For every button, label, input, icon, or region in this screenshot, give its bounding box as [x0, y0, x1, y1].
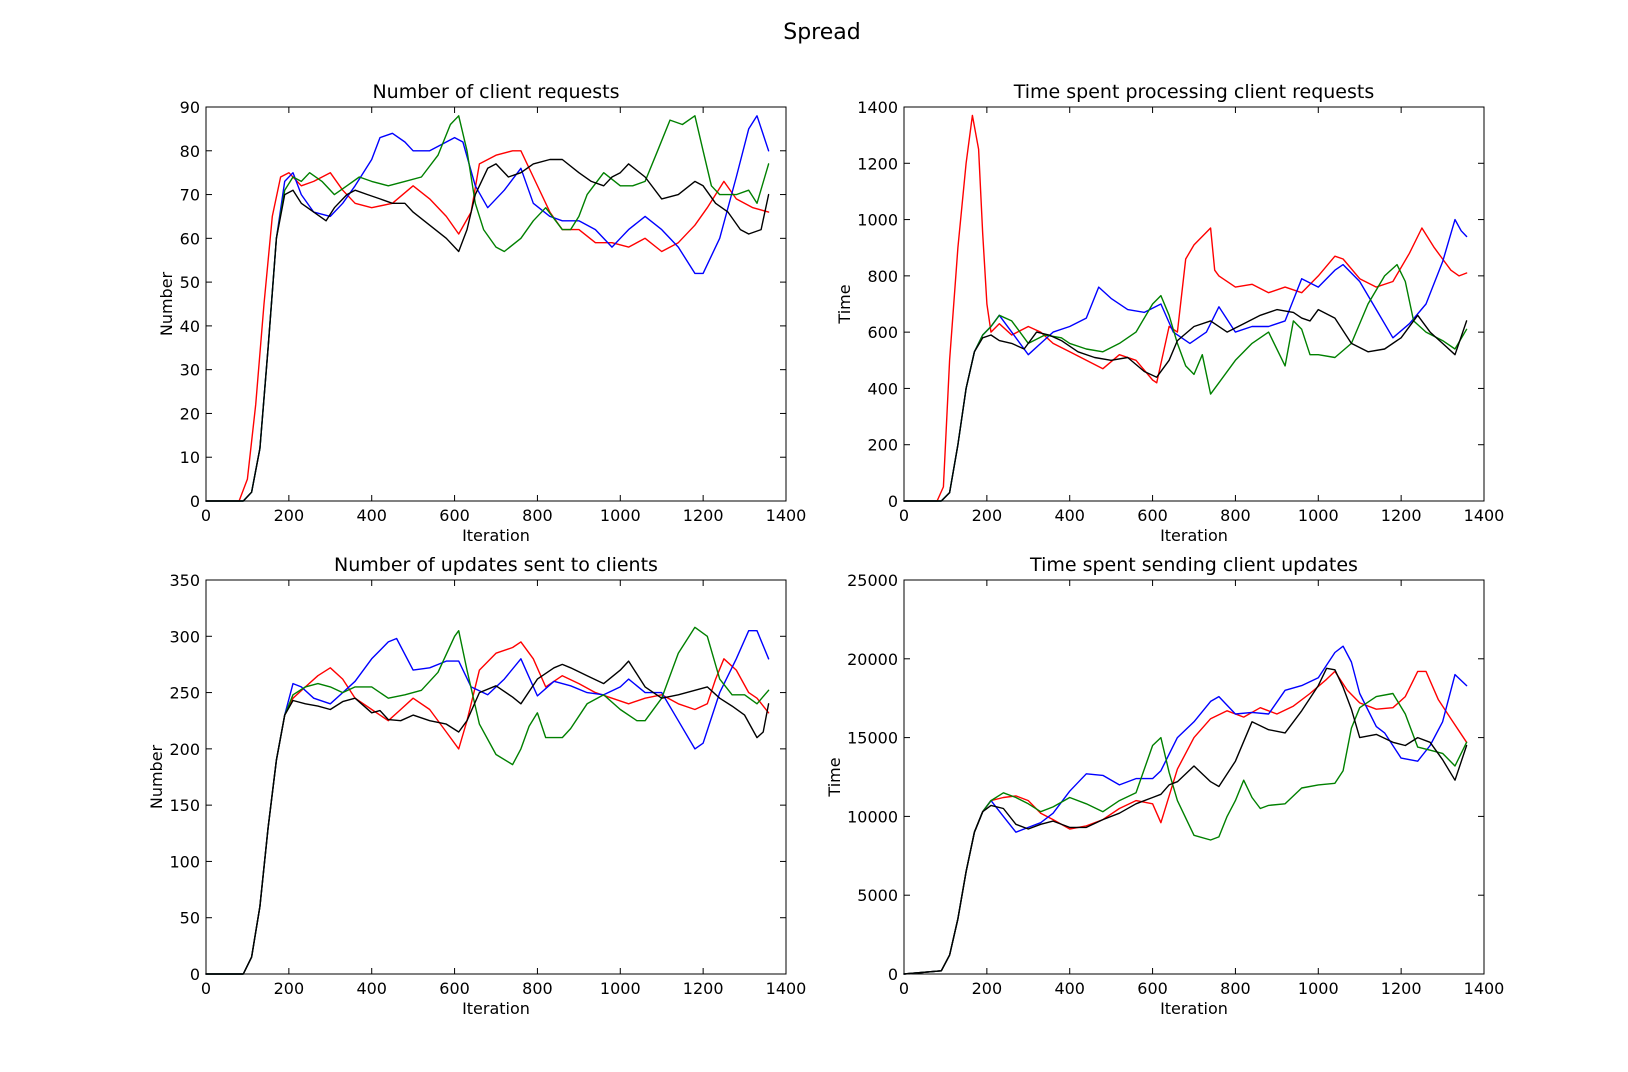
y-tick-label: 1400	[857, 98, 898, 117]
x-tick-label: 0	[899, 979, 909, 998]
y-tick-label: 15000	[847, 729, 898, 748]
y-tick-label: 0	[190, 965, 200, 984]
y-tick-label: 80	[180, 142, 200, 161]
y-axis-label: Time	[825, 757, 844, 797]
y-tick-label: 150	[169, 796, 200, 815]
y-tick-label: 10	[180, 448, 200, 467]
x-tick-label: 600	[1137, 506, 1168, 525]
x-tick-label: 400	[356, 506, 387, 525]
subplots: 0 200 400 600 800 1000 1200 1400010203040506070…	[147, 81, 1504, 1018]
series-line-3	[903, 263, 1468, 502]
series-line-1	[205, 641, 770, 975]
series-line-4	[903, 308, 1468, 502]
x-tick-label: 200	[972, 979, 1003, 998]
x-axis-label: Iteration	[1160, 526, 1228, 545]
plot-area	[903, 106, 1485, 502]
x-tick-label: 1200	[1381, 506, 1422, 525]
x-axis-label: Iteration	[462, 999, 530, 1018]
y-tick-label: 60	[180, 229, 200, 248]
x-tick-label: 800	[1220, 979, 1251, 998]
x-tick-label: 1400	[1464, 979, 1505, 998]
y-tick-label: 800	[867, 267, 898, 286]
y-tick-label: 50	[180, 273, 200, 292]
x-tick-label: 800	[522, 979, 553, 998]
y-tick-label: 30	[180, 361, 200, 380]
y-tick-label: 1200	[857, 154, 898, 173]
x-tick-label: 1000	[1298, 506, 1339, 525]
x-tick-label: 600	[439, 979, 470, 998]
x-tick-label: 200	[274, 979, 305, 998]
x-tick-label: 200	[274, 506, 305, 525]
x-tick-label: 1200	[683, 979, 724, 998]
y-tick-label: 300	[169, 627, 200, 646]
y-axis-label: Time	[835, 284, 854, 324]
x-tick-label: 600	[1137, 979, 1168, 998]
series-line-3	[903, 692, 1468, 975]
y-tick-label: 350	[169, 571, 200, 590]
y-tick-label: 250	[169, 684, 200, 703]
subplot-3: 0 200 400 600 800 1000 1200 1400 0 50 100 150 200 250…	[147, 554, 806, 1018]
y-tick-label: 400	[867, 379, 898, 398]
plot-area	[903, 579, 1485, 975]
x-tick-label: 1400	[766, 506, 807, 525]
y-tick-label: 100	[169, 852, 200, 871]
y-tick-label: 0	[888, 492, 898, 511]
x-tick-label: 400	[1054, 506, 1085, 525]
y-tick-label: 0	[888, 965, 898, 984]
x-tick-label: 1000	[600, 506, 641, 525]
x-tick-label: 1400	[1464, 506, 1505, 525]
figure-suptitle: Spread	[783, 20, 860, 45]
series-line-4	[903, 667, 1468, 975]
y-tick-label: 20000	[847, 650, 898, 669]
y-axis-label: Number	[147, 744, 166, 809]
series-line-4	[205, 660, 770, 975]
subplot-1: 0 200 400 600 800 1000 1200 1400 0 10 20 30 40 50 60 70…	[157, 81, 806, 545]
series-line-3	[205, 626, 770, 975]
x-tick-label: 200	[972, 506, 1003, 525]
series-line-4	[205, 158, 770, 502]
x-tick-label: 400	[1054, 979, 1085, 998]
x-tick-label: 600	[439, 506, 470, 525]
y-tick-label: 25000	[847, 571, 898, 590]
series-line-1	[205, 150, 770, 502]
y-tick-label: 20	[180, 404, 200, 423]
plot-area	[205, 106, 787, 502]
chart-title: Time spent processing client requests	[1013, 81, 1375, 103]
y-tick-label: 70	[180, 186, 200, 205]
series-line-3	[205, 115, 770, 502]
x-tick-label: 0	[899, 506, 909, 525]
y-tick-label: 600	[867, 323, 898, 342]
y-axis-label: Number	[157, 271, 176, 336]
x-axis-label: Iteration	[1160, 999, 1228, 1018]
y-tick-label: 40	[180, 317, 200, 336]
chart-title: Number of updates sent to clients	[334, 554, 658, 576]
y-tick-label: 0	[190, 492, 200, 511]
y-tick-label: 1000	[857, 211, 898, 230]
chart-title: Number of client requests	[372, 81, 619, 103]
x-tick-label: 1000	[1298, 979, 1339, 998]
y-tick-label: 5000	[857, 886, 898, 905]
x-axis-label: Iteration	[462, 526, 530, 545]
x-tick-label: 400	[356, 979, 387, 998]
y-tick-label: 10000	[847, 807, 898, 826]
x-tick-label: 1200	[683, 506, 724, 525]
y-tick-label: 200	[867, 436, 898, 455]
x-tick-label: 1200	[1381, 979, 1422, 998]
x-tick-label: 1000	[600, 979, 641, 998]
x-tick-label: 800	[1220, 506, 1251, 525]
y-tick-label: 200	[169, 740, 200, 759]
chart-title: Time spent sending client updates	[1029, 554, 1358, 576]
subplot-4: 0 200 400 600 800 1000 1200 1400 0 5000 10000 15000…	[825, 554, 1504, 1018]
y-tick-label: 90	[180, 98, 200, 117]
x-tick-label: 800	[522, 506, 553, 525]
x-tick-label: 1400	[766, 979, 807, 998]
plot-area	[205, 579, 787, 975]
y-tick-label: 50	[180, 909, 200, 928]
x-tick-label: 0	[201, 979, 211, 998]
x-tick-label: 0	[201, 506, 211, 525]
subplot-2: 0 200 400 600 800 1000 1200 1400 0 200 400 600 800 10…	[835, 81, 1504, 545]
